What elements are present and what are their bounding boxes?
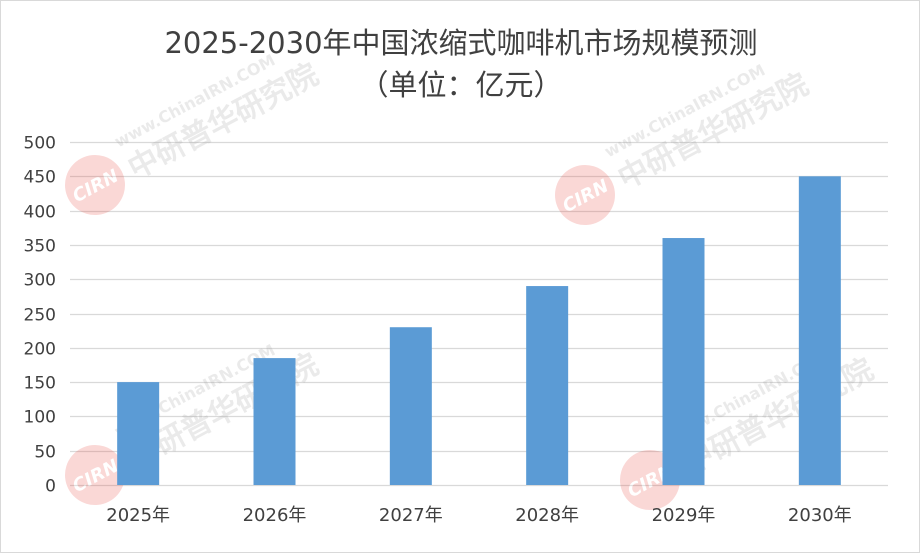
bar-1 — [253, 358, 296, 485]
watermark-logo-icon — [65, 445, 125, 505]
y-tick-label: 450 — [24, 168, 56, 188]
y-tick-label: 250 — [24, 306, 56, 326]
y-tick-label: 350 — [24, 237, 56, 257]
y-tick-label: 400 — [24, 203, 56, 223]
x-tick-label: 2028年 — [515, 505, 579, 526]
y-tick-label: 200 — [24, 340, 56, 360]
bar-0 — [117, 382, 160, 485]
y-axis-ticks: 0 50 100 150 200 250 300 350 400 450 500 — [24, 134, 56, 497]
x-tick-label: 2026年 — [243, 505, 307, 526]
bar-2 — [389, 327, 432, 485]
bar-5 — [798, 176, 841, 486]
bar-4 — [662, 238, 705, 485]
x-axis-ticks: 2025年 2026年 2027年 2028年 2029年 2030年 — [106, 505, 851, 526]
y-tick-label: 300 — [24, 271, 56, 291]
y-tick-label: 0 — [45, 477, 56, 497]
x-tick-label: 2029年 — [652, 505, 716, 526]
y-tick-label: 100 — [24, 408, 56, 428]
chart-title: 2025-2030年中国浓缩式咖啡机市场规模预测 — [164, 26, 758, 60]
x-tick-label: 2025年 — [106, 505, 170, 526]
y-tick-label: 150 — [24, 374, 56, 394]
watermark-logo-icon — [555, 165, 615, 225]
x-tick-label: 2027年 — [379, 505, 443, 526]
y-tick-label: 50 — [34, 443, 56, 463]
bar-3 — [526, 286, 569, 485]
watermark-logo-icon — [65, 155, 125, 215]
chart-subtitle: （单位：亿元） — [359, 68, 563, 102]
x-tick-label: 2030年 — [788, 505, 852, 526]
gridlines — [70, 141, 888, 487]
bars — [117, 176, 841, 486]
y-tick-label: 500 — [24, 134, 56, 154]
